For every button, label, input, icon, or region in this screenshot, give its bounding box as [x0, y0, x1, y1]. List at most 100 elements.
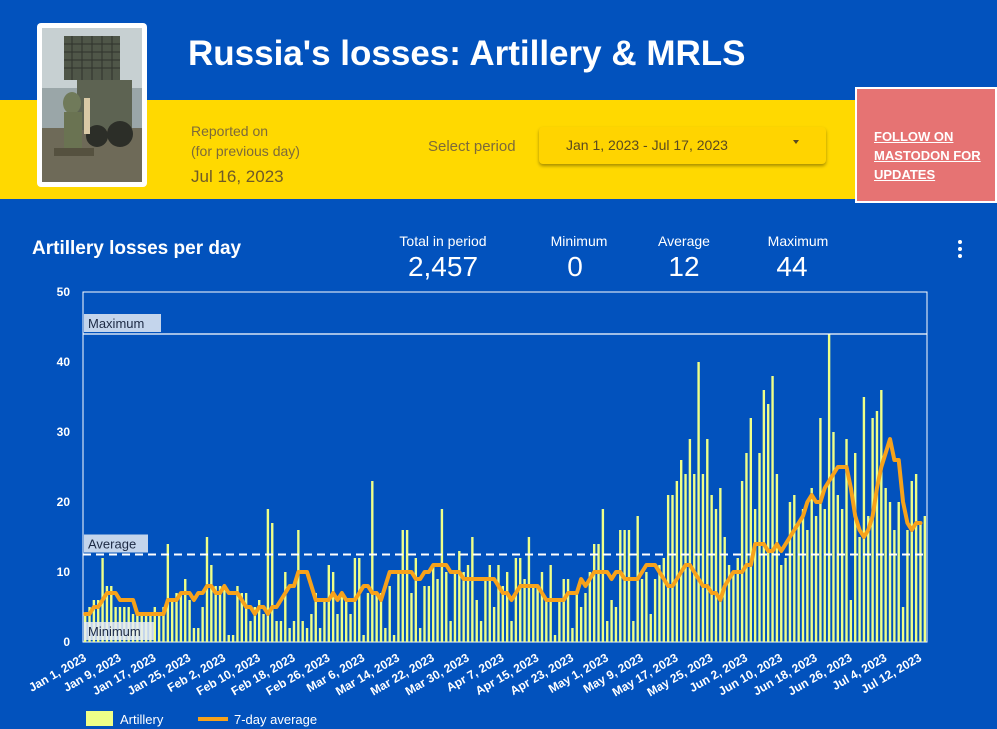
bar — [484, 579, 487, 642]
bar — [910, 481, 913, 642]
bar — [553, 635, 557, 642]
legend: Artillery 7-day average — [86, 711, 317, 727]
ref-label-box — [84, 622, 154, 640]
bar — [884, 488, 887, 642]
ref-label-box — [84, 314, 161, 332]
bar — [736, 558, 739, 642]
series-line-7-day-average — [83, 437, 923, 616]
bar — [906, 530, 909, 642]
bar — [510, 621, 513, 642]
bar — [714, 509, 718, 642]
plot-frame — [82, 291, 928, 643]
bar — [823, 509, 826, 642]
bar — [266, 509, 270, 642]
bar — [627, 530, 631, 642]
bar — [279, 621, 283, 642]
header-band — [0, 100, 997, 199]
bar — [610, 600, 613, 642]
bar — [875, 411, 879, 642]
bar — [588, 572, 592, 642]
bar — [740, 481, 744, 642]
bar — [858, 537, 861, 642]
bar — [236, 586, 239, 642]
bar — [410, 593, 413, 642]
bar — [840, 509, 844, 642]
bar — [566, 579, 570, 642]
average-value: 12 — [668, 251, 700, 282]
bar — [170, 600, 174, 642]
page-title: Russia's losses: Artillery & MRLS — [188, 34, 746, 73]
plot-border — [82, 291, 928, 643]
bar — [514, 558, 518, 642]
bar — [901, 607, 905, 642]
bar — [471, 537, 474, 642]
bar — [423, 586, 426, 642]
chart-title: Artillery losses per day — [32, 238, 242, 259]
bar — [819, 418, 822, 642]
bar — [445, 572, 448, 642]
bar — [579, 607, 583, 642]
bar — [105, 586, 109, 642]
bar — [649, 614, 652, 642]
bar — [827, 334, 831, 642]
bar — [845, 439, 848, 642]
bar — [645, 572, 648, 642]
bar — [854, 453, 857, 642]
bar — [862, 397, 866, 642]
y-tick-label: 20 — [57, 495, 71, 509]
bar — [832, 432, 835, 642]
bar — [475, 600, 478, 642]
bar — [897, 502, 900, 642]
bar — [297, 530, 300, 642]
bar — [157, 614, 161, 642]
bar — [92, 600, 96, 642]
bar — [210, 565, 213, 642]
bar — [488, 565, 491, 642]
bar — [684, 474, 687, 642]
bar — [110, 586, 113, 642]
bar — [745, 453, 748, 642]
reported-on-label: Reported on (for previous day) — [191, 121, 331, 161]
bar — [632, 621, 635, 642]
bar — [762, 390, 766, 642]
period-select[interactable]: Jan 1, 2023 - Jul 17, 2023 — [539, 127, 826, 164]
follow-mastodon-link[interactable]: Follow on Mastodon for updates — [874, 129, 981, 182]
bar — [688, 439, 692, 642]
more-vert-icon[interactable] — [950, 238, 970, 260]
bar — [418, 628, 422, 642]
bar — [749, 418, 752, 642]
bar — [153, 607, 156, 642]
reported-date: Jul 16, 2023 — [191, 167, 284, 186]
bar — [371, 481, 374, 642]
bar — [458, 551, 461, 642]
bar — [227, 635, 230, 642]
bar — [223, 586, 226, 642]
ref-label-maximum: Maximum — [88, 316, 144, 331]
bar — [379, 593, 383, 642]
bar — [719, 488, 722, 642]
bar — [571, 628, 574, 642]
bar — [288, 628, 291, 642]
bar — [758, 453, 761, 642]
period-value: Jan 1, 2023 - Jul 17, 2023 — [566, 137, 728, 153]
select-period-label: Select period — [428, 138, 516, 155]
bar — [771, 376, 774, 642]
y-tick-label: 10 — [57, 565, 71, 579]
y-tick-label: 50 — [57, 285, 71, 299]
bar — [231, 635, 235, 642]
bar — [336, 614, 339, 642]
bar — [240, 593, 243, 642]
bar — [732, 572, 735, 642]
average-label: Average — [658, 233, 710, 249]
bar — [175, 593, 178, 642]
bar — [375, 593, 378, 642]
bar — [314, 593, 317, 642]
bar — [671, 495, 674, 642]
legend-label-average: 7-day average — [234, 712, 317, 727]
bar — [384, 628, 387, 642]
bar — [162, 607, 165, 642]
bar — [597, 544, 600, 642]
bar — [893, 530, 896, 642]
